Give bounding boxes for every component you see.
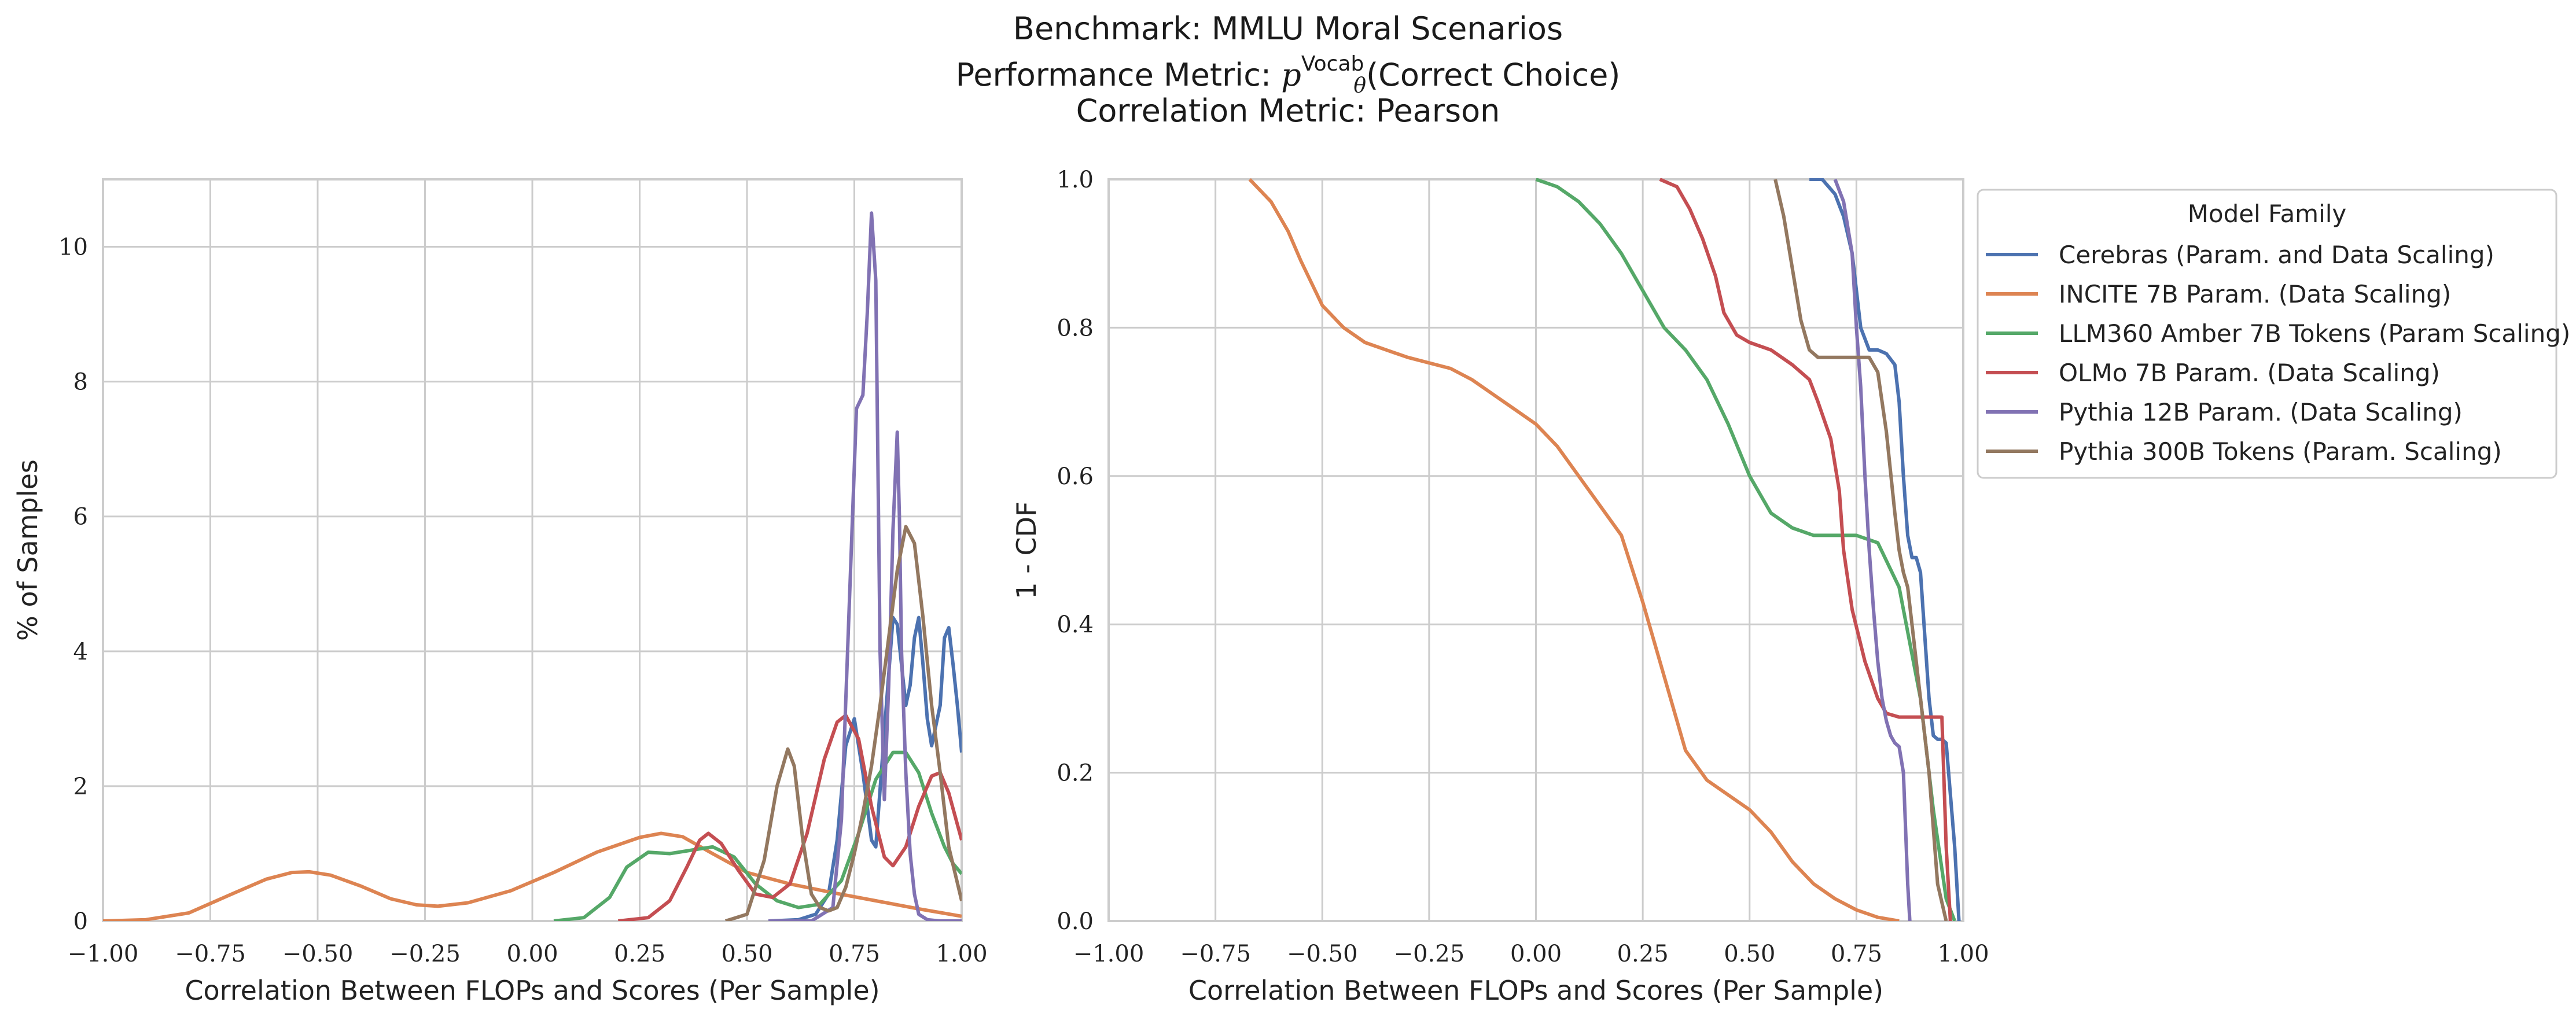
x-axis-label: Correlation Between FLOPs and Scores (Pe…	[1188, 975, 1883, 1006]
legend-entry: Cerebras (Param. and Data Scaling)	[2059, 241, 2494, 269]
x-tick-label: 0.50	[721, 941, 772, 967]
x-tick-label: 1.00	[936, 941, 987, 967]
chart-panel-1: −1.00 −0.75 −0.50 −0.25 0.00 0.25 0.50 0.75 1.00…	[12, 178, 988, 1006]
series-line-cerebras	[1809, 178, 1961, 921]
y-tick-label: 1.0	[1057, 167, 1094, 193]
series-group	[103, 211, 962, 921]
legend: Model Family Cerebras (Param. and Data Sc…	[1977, 189, 2570, 479]
title-line-2-prefix: Performance Metric:	[955, 57, 1282, 93]
series-line-pythia300b	[1773, 179, 1948, 921]
y-tick-label: 0.0	[1057, 908, 1094, 935]
legend-entry: Pythia 300B Tokens (Param. Scaling)	[2059, 437, 2502, 466]
y-tick-label: 0.8	[1057, 315, 1094, 341]
legend-entry: Pythia 12B Param. (Data Scaling)	[2059, 398, 2463, 426]
x-tick-label: 0.25	[1617, 941, 1669, 967]
series-line-olmo	[618, 713, 962, 921]
legend-entry: INCITE 7B Param. (Data Scaling)	[2059, 280, 2451, 308]
title-line-2: Performance Metric: pVocabθ(Correct Choi…	[0, 52, 2576, 98]
title-line-3: Correlation Metric: Pearson	[1076, 93, 1500, 129]
x-tick-label: 0.75	[1831, 941, 1882, 967]
y-tick-label: 0.2	[1057, 760, 1094, 787]
y-tick-label: 0.6	[1057, 463, 1094, 490]
y-tick-label: 0	[73, 908, 88, 935]
series-group	[1248, 178, 1961, 921]
x-axis-label: Correlation Between FLOPs and Scores (Pe…	[185, 975, 879, 1006]
title-math-subscript: θ	[1353, 74, 1367, 98]
legend-entry: LLM360 Amber 7B Tokens (Param Scaling)	[2059, 319, 2570, 348]
x-tick-label: −1.00	[1073, 941, 1145, 967]
series-line-incite	[103, 831, 962, 921]
x-tick-label: −0.75	[1180, 941, 1251, 967]
series-line-llm360	[1535, 178, 1957, 921]
x-tick-label: 0.25	[614, 941, 665, 967]
series-line-pythia12b	[768, 211, 962, 921]
x-tick-label: 0.50	[1724, 941, 1775, 967]
legend-box	[1977, 189, 2557, 479]
y-tick-label: 10	[58, 234, 88, 261]
plot-frame	[102, 178, 963, 922]
title-line-2-suffix: (Correct Choice)	[1366, 57, 1621, 93]
legend-entry: OLMo 7B Param. (Data Scaling)	[2059, 359, 2440, 387]
series-line-llm360	[553, 750, 962, 921]
x-tick-label: 1.00	[1937, 941, 1989, 967]
y-tick-label: 6	[73, 504, 88, 531]
series-line-olmo	[1659, 178, 1952, 921]
x-tick-label: −1.00	[68, 941, 139, 967]
x-tick-label: 0.75	[829, 941, 880, 967]
chart-panel-2: −1.00 −0.75 −0.50 −0.25 0.00 0.25 0.50 0.75 1.00…	[1011, 167, 2570, 1006]
x-tick-label: −0.50	[282, 941, 354, 967]
series-line-pythia12b	[1833, 178, 1912, 921]
y-axis-label: % of Samples	[12, 459, 43, 641]
x-tick-label: −0.75	[175, 941, 246, 967]
title-math-symbol: p	[1281, 57, 1301, 93]
y-tick-label: 2	[73, 773, 88, 800]
title-line-1: Benchmark: MMLU Moral Scenarios	[1013, 10, 1563, 47]
title-math-superscript: Vocab	[1301, 52, 1364, 76]
x-tick-label: −0.50	[1287, 941, 1358, 967]
y-tick-label: 0.4	[1057, 612, 1094, 638]
x-tick-label: −0.25	[1394, 941, 1465, 967]
series-line-incite	[1248, 178, 1900, 921]
x-tick-label: 0.00	[506, 941, 558, 967]
legend-title: Model Family	[2188, 200, 2347, 228]
x-tick-label: 0.00	[1510, 941, 1562, 967]
y-axis-label: 1 - CDF	[1011, 501, 1042, 599]
y-tick-label: 8	[73, 369, 88, 396]
y-tick-label: 4	[73, 639, 88, 665]
x-tick-label: −0.25	[389, 941, 461, 967]
series-line-pythia300b	[724, 525, 962, 921]
